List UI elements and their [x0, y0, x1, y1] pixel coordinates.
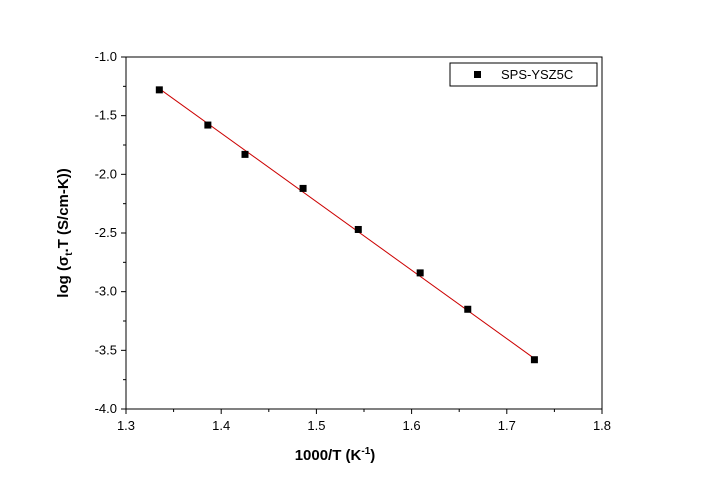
tick-labels: 1.3 1.4 1.5 1.6 1.7 1.8 -4.0 -3.5 -3.0 -2.5 -2.0 -1…	[95, 49, 611, 433]
fit-line	[159, 88, 535, 359]
x-tick-label: 1.5	[307, 418, 325, 433]
axis-ticks	[121, 56, 603, 414]
y-tick-label: -2.0	[95, 166, 117, 181]
y-axis-title: log (σt.T (S/cm-K))	[55, 168, 75, 297]
y-tick-label: -4.0	[95, 401, 117, 416]
x-tick-label: 1.6	[403, 418, 421, 433]
data-point	[354, 225, 362, 233]
y-tick-label: -1.5	[95, 108, 117, 123]
data-point	[241, 150, 249, 158]
legend-label: SPS-YSZ5C	[501, 67, 573, 82]
data-point	[464, 305, 472, 313]
y-tick-label: -3.5	[95, 342, 117, 357]
x-tick-label: 1.4	[212, 418, 230, 433]
y-tick-label: -3.0	[95, 284, 117, 299]
data-point	[530, 356, 538, 364]
data-point	[416, 269, 424, 277]
x-tick-label: 1.8	[593, 418, 611, 433]
x-axis-title: 1000/T (K-1)	[295, 446, 376, 464]
data-point	[155, 86, 163, 94]
x-tick-label: 1.7	[498, 418, 516, 433]
data-point	[204, 121, 212, 129]
data-point	[299, 184, 307, 192]
legend-box	[449, 62, 598, 87]
y-tick-label: -1.0	[95, 49, 117, 64]
legend-marker	[474, 71, 481, 78]
x-tick-label: 1.3	[117, 418, 135, 433]
y-tick-label: -2.5	[95, 225, 117, 240]
legend: SPS-YSZ5C	[449, 62, 598, 87]
data-points	[155, 86, 538, 364]
